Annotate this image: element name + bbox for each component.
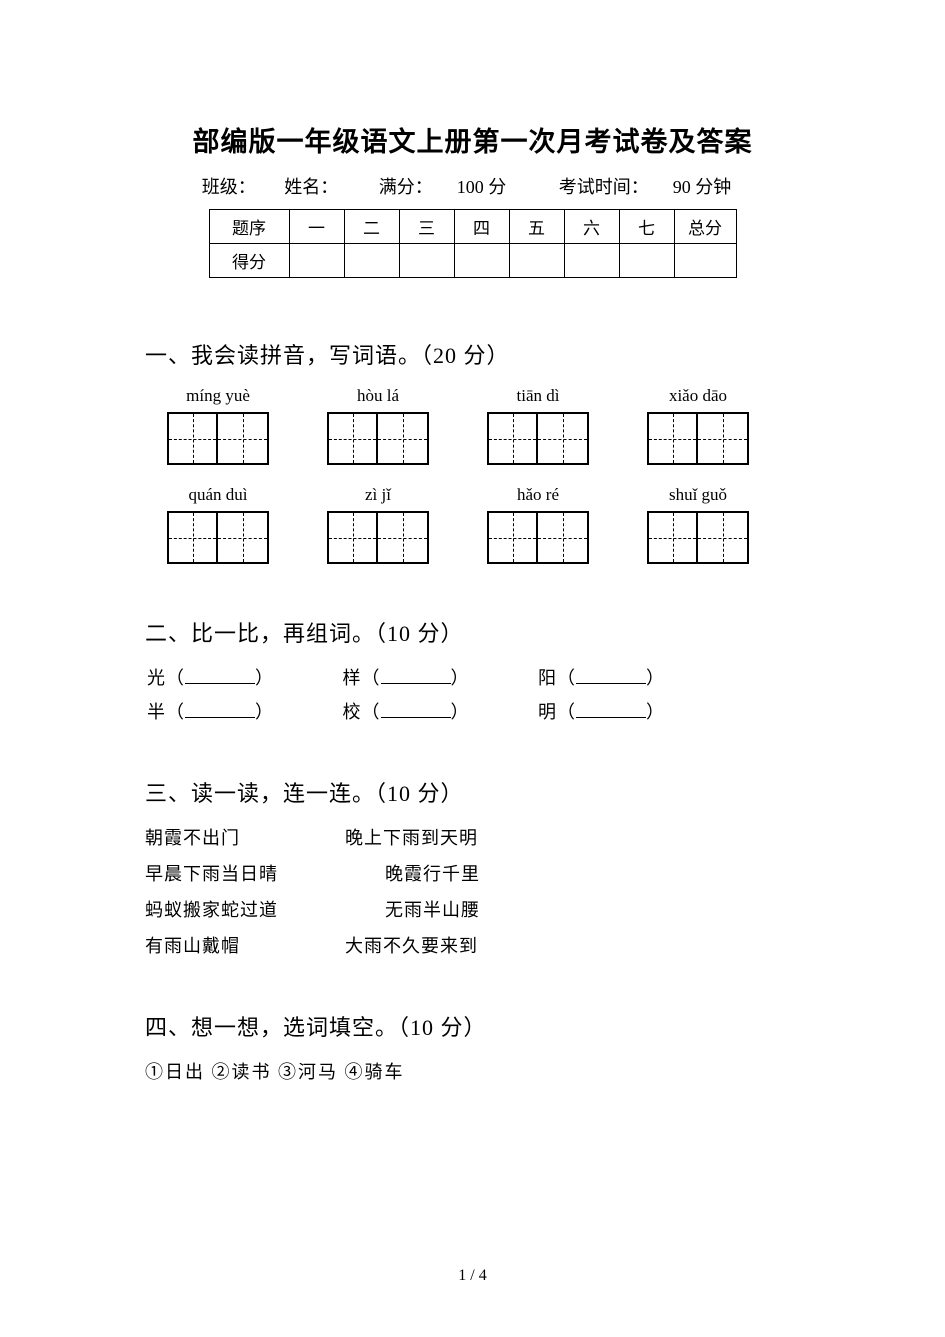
match-row: 有雨山戴帽 大雨不久要来到 — [145, 932, 800, 958]
pinyin-text: hòu lá — [357, 386, 399, 406]
pinyin-row: míng yuè hòu lá tiān dì xiǎo dāo — [145, 386, 800, 465]
pinyin-item: xiǎo dāo — [643, 386, 753, 465]
cell: 一 — [289, 210, 344, 244]
tianzi-grid[interactable] — [327, 412, 429, 465]
section-title: 三、读一读，连一连。（10 分） — [145, 776, 800, 808]
cell[interactable] — [344, 244, 399, 278]
pinyin-text: zì jǐ — [365, 485, 391, 505]
section-2: 二、比一比，再组词。（10 分） 光（） 样（） 阳（） 半（） 校（） 明（） — [145, 616, 800, 724]
class-label: 班级： — [202, 177, 256, 197]
cell: 六 — [564, 210, 619, 244]
blank[interactable] — [381, 666, 451, 684]
section-title: 二、比一比，再组词。（10 分） — [145, 616, 800, 648]
table-row: 题序 一 二 三 四 五 六 七 总分 — [209, 210, 736, 244]
pinyin-item: shuǐ guǒ — [643, 485, 753, 564]
cell: 总分 — [674, 210, 736, 244]
section-3: 三、读一读，连一连。（10 分） 朝霞不出门 晚上下雨到天明 早晨下雨当日晴 晚… — [145, 776, 800, 958]
pinyin-item: hǎo ré — [483, 485, 593, 564]
section-title: 四、想一想，选词填空。（10 分） — [145, 1010, 800, 1042]
match-row: 蚂蚁搬家蛇过道 无雨半山腰 — [145, 896, 800, 922]
pinyin-item: hòu lá — [323, 386, 433, 465]
match-right: 无雨半山腰 — [345, 896, 545, 922]
exam-time: 考试时间：90 分钟 — [547, 177, 744, 197]
section-1: 一、我会读拼音，写词语。（20 分） míng yuè hòu lá tiān … — [145, 338, 800, 564]
cell[interactable] — [619, 244, 674, 278]
tianzi-grid[interactable] — [327, 511, 429, 564]
pinyin-text: hǎo ré — [517, 485, 559, 505]
cell: 二 — [344, 210, 399, 244]
tianzi-grid[interactable] — [647, 412, 749, 465]
cell: 五 — [509, 210, 564, 244]
match-right: 大雨不久要来到 — [345, 932, 545, 958]
tianzi-grid[interactable] — [487, 511, 589, 564]
pinyin-item: quán duì — [163, 485, 273, 564]
tianzi-grid[interactable] — [647, 511, 749, 564]
pinyin-text: shuǐ guǒ — [669, 485, 727, 505]
pinyin-row: quán duì zì jǐ hǎo ré shuǐ guǒ — [145, 485, 800, 564]
name-label: 姓名： — [284, 177, 338, 197]
meta-line: 班级： 姓名： 满分：100 分 考试时间：90 分钟 — [145, 173, 800, 199]
section-title: 一、我会读拼音，写词语。（20 分） — [145, 338, 800, 370]
cell[interactable] — [289, 244, 344, 278]
pinyin-item: míng yuè — [163, 386, 273, 465]
score-table: 题序 一 二 三 四 五 六 七 总分 得分 — [209, 209, 737, 278]
blank[interactable] — [381, 700, 451, 718]
match-right: 晚霞行千里 — [345, 860, 545, 886]
cell[interactable] — [454, 244, 509, 278]
blank[interactable] — [576, 666, 646, 684]
compare-row: 半（） 校（） 明（） — [145, 698, 800, 724]
cell[interactable] — [674, 244, 736, 278]
section-4: 四、想一想，选词填空。（10 分） ①日出 ②读书 ③河马 ④骑车 — [145, 1010, 800, 1084]
match-left: 早晨下雨当日晴 — [145, 860, 345, 886]
page-number: 1 / 4 — [0, 1267, 945, 1285]
match-left: 朝霞不出门 — [145, 824, 345, 850]
cell: 三 — [399, 210, 454, 244]
pinyin-item: zì jǐ — [323, 485, 433, 564]
table-row: 得分 — [209, 244, 736, 278]
cell: 题序 — [209, 210, 289, 244]
pinyin-text: xiǎo dāo — [669, 386, 727, 406]
exam-title: 部编版一年级语文上册第一次月考试卷及答案 — [145, 120, 800, 159]
tianzi-grid[interactable] — [167, 412, 269, 465]
pinyin-text: quán duì — [188, 485, 247, 505]
blank[interactable] — [576, 700, 646, 718]
blank[interactable] — [185, 700, 255, 718]
match-left: 蚂蚁搬家蛇过道 — [145, 896, 345, 922]
pinyin-text: míng yuè — [186, 386, 250, 406]
options-line: ①日出 ②读书 ③河马 ④骑车 — [145, 1058, 800, 1084]
blank[interactable] — [185, 666, 255, 684]
match-row: 早晨下雨当日晴 晚霞行千里 — [145, 860, 800, 886]
compare-row: 光（） 样（） 阳（） — [145, 664, 800, 690]
cell: 得分 — [209, 244, 289, 278]
match-right: 晚上下雨到天明 — [345, 824, 545, 850]
cell: 四 — [454, 210, 509, 244]
cell: 七 — [619, 210, 674, 244]
match-left: 有雨山戴帽 — [145, 932, 345, 958]
pinyin-item: tiān dì — [483, 386, 593, 465]
full-score: 满分：100 分 — [367, 177, 519, 197]
cell[interactable] — [564, 244, 619, 278]
match-row: 朝霞不出门 晚上下雨到天明 — [145, 824, 800, 850]
pinyin-text: tiān dì — [517, 386, 560, 406]
tianzi-grid[interactable] — [167, 511, 269, 564]
cell[interactable] — [399, 244, 454, 278]
cell[interactable] — [509, 244, 564, 278]
tianzi-grid[interactable] — [487, 412, 589, 465]
